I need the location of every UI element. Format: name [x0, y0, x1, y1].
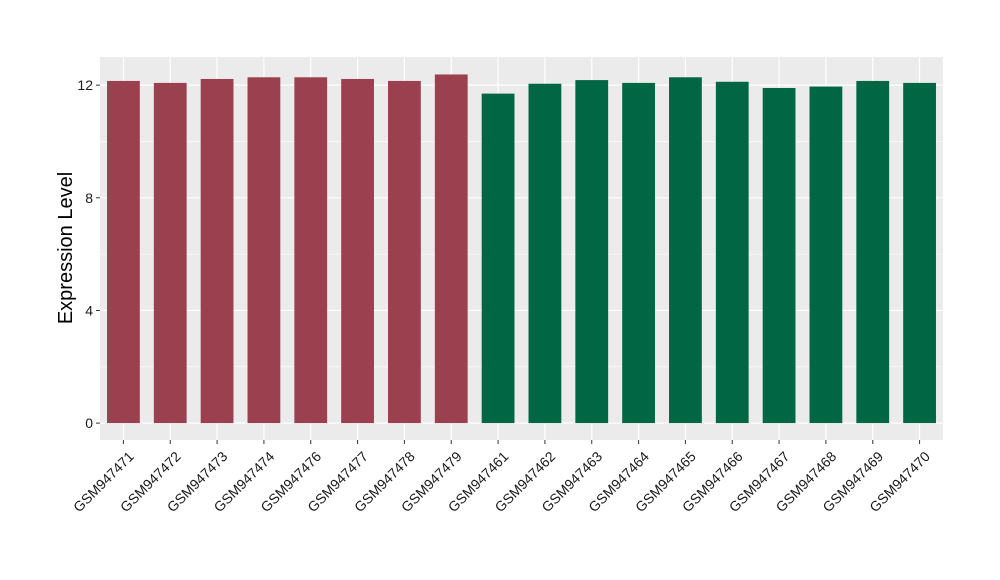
bar: [341, 78, 374, 424]
y-tick-label: 4: [85, 302, 93, 318]
bar: [715, 81, 749, 424]
bar: [107, 80, 140, 424]
bar: [762, 87, 796, 424]
bar: [481, 93, 515, 424]
bar: [856, 80, 890, 424]
bar: [809, 86, 843, 424]
y-axis: 0 4 8 12: [77, 77, 100, 431]
bar: [903, 82, 936, 424]
y-tick-label: 0: [85, 415, 93, 431]
bar: [294, 77, 328, 424]
bar: [622, 82, 655, 424]
plot-panel: [100, 57, 943, 440]
bar: [247, 77, 281, 424]
bar: [388, 80, 421, 424]
y-tick-label: 8: [85, 190, 93, 206]
bar: [434, 74, 468, 424]
bar: [575, 80, 609, 424]
y-axis-label: Expression Level: [55, 172, 77, 324]
bars: [107, 74, 936, 424]
grid-minor: [100, 141, 943, 368]
bar: [669, 77, 702, 424]
x-axis: GSM947471GSM947472GSM947473GSM947474GSM9…: [70, 440, 933, 515]
bar: [528, 83, 562, 424]
y-tick-label: 12: [77, 77, 93, 93]
bar: [200, 78, 234, 424]
bar: [153, 82, 187, 424]
